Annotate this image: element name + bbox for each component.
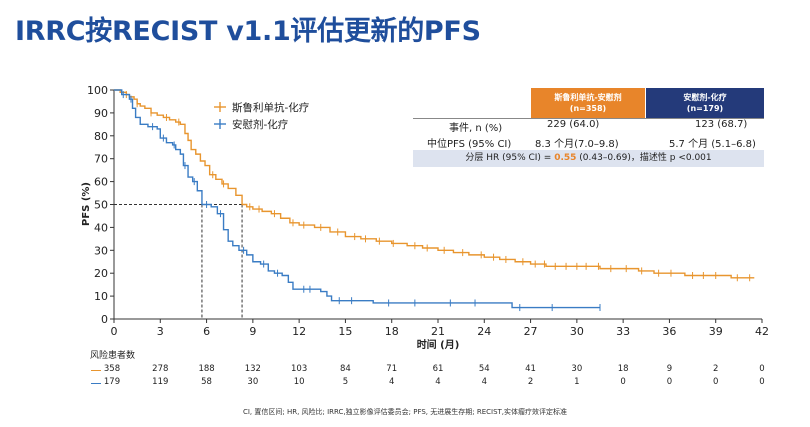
x-tick-label: 42: [755, 325, 769, 338]
hr-suffix: (0.43–0.69)，描述性 p <0.001: [576, 153, 712, 163]
risk-count: 0: [759, 364, 765, 374]
risk-count: 9: [666, 364, 673, 374]
x-tick-label: 27: [524, 325, 538, 338]
y-tick-label: 10: [94, 290, 108, 303]
risk-count: 84: [340, 364, 351, 374]
legend-label-series-1: 斯鲁利单抗-化疗: [232, 101, 310, 114]
y-tick-label: 40: [94, 221, 108, 234]
risk-count: 132: [244, 364, 261, 374]
y-tick-label: 70: [94, 153, 108, 166]
median-reference-lines: [114, 204, 243, 319]
risk-count: 58: [201, 377, 212, 387]
table-divider: [413, 118, 764, 119]
y-axis-label: PFS (%): [81, 182, 92, 226]
risk-count: 2: [527, 377, 534, 387]
risk-count: 0: [712, 377, 719, 387]
series-line-2: [114, 89, 600, 309]
col-header-placebo: 安慰剂-化疗 (n=179): [646, 88, 764, 118]
y-tick-label: 80: [94, 130, 108, 143]
hr-value: 0.55: [554, 153, 577, 163]
risk-count: 0: [666, 377, 673, 387]
y-tick-label: 60: [94, 176, 108, 189]
y-tick-label: 100: [87, 84, 108, 97]
row1-col2: 123 (68.7): [695, 119, 748, 130]
risk-count: 0: [759, 377, 765, 387]
legend-label-series-2: 安慰剂-化疗: [232, 118, 289, 131]
risk-count: 30: [571, 364, 583, 374]
x-tick-label: 3: [157, 325, 164, 338]
y-tick-label: 90: [94, 107, 108, 120]
risk-count: 2: [712, 364, 719, 374]
x-tick-label: 39: [709, 325, 723, 338]
row1-col1: 229 (64.0): [547, 119, 600, 130]
x-tick-label: 36: [662, 325, 676, 338]
x-tick-label: 6: [203, 325, 210, 338]
risk-count: 10: [293, 377, 305, 387]
risk-count: 0: [620, 377, 626, 387]
y-tick-label: 50: [94, 199, 108, 212]
risk-count: 358: [103, 364, 121, 374]
risk-count: 4: [388, 377, 395, 387]
risk-row-marker: [91, 370, 101, 371]
footnote: CI, 置信区间; HR, 风险比; IRRC,独立影像评估委员会; PFS, …: [242, 408, 568, 416]
x-tick-label: 30: [570, 325, 584, 338]
x-tick-label: 33: [616, 325, 630, 338]
x-tick-label: 21: [431, 325, 445, 338]
risk-count: 103: [291, 364, 308, 374]
x-tick-label: 12: [292, 325, 306, 338]
risk-count: 179: [103, 377, 121, 387]
risk-count: 4: [435, 377, 441, 387]
col1-header-line2: (n=358): [569, 104, 607, 113]
risk-count: 1: [574, 377, 580, 387]
risk-count: 119: [152, 377, 169, 387]
risk-count: 18: [617, 364, 629, 374]
series-line-1: [114, 89, 755, 279]
risk-count: 61: [432, 364, 444, 374]
risk-count: 41: [525, 364, 536, 374]
row2-col2: 5.7 个月 (5.1–6.8): [669, 139, 756, 150]
y-tick-label: 0: [101, 313, 108, 326]
col2-header-line2: (n=179): [686, 104, 724, 113]
col1-header-line1: 斯鲁利单抗-安慰剂: [554, 93, 622, 102]
risk-count: 188: [198, 364, 215, 374]
x-tick-label: 24: [477, 325, 491, 338]
col2-header-line1: 安慰剂-化疗: [683, 93, 727, 102]
col-header-sintilimab: 斯鲁利单抗-安慰剂 (n=358): [531, 88, 645, 118]
risk-count: 54: [478, 364, 490, 374]
row1-label: 事件, n (%): [449, 123, 503, 134]
x-tick-label: 15: [338, 325, 352, 338]
hazard-ratio-bar: 分层 HR (95% CI) = 0.55 (0.43–0.69)，描述性 p …: [413, 150, 764, 167]
page-title: IRRC按RECIST v1.1评估更新的PFS: [15, 16, 481, 47]
y-tick-label: 20: [94, 267, 108, 280]
hr-prefix: 分层 HR (95% CI) =: [465, 153, 555, 163]
x-axis-label: 时间 (月): [417, 338, 460, 351]
risk-count: 5: [342, 377, 349, 387]
row2-col1: 8.3 个月(7.0–9.8): [535, 139, 619, 150]
x-tick-label: 9: [249, 325, 256, 338]
y-tick-label: 30: [94, 244, 108, 257]
risk-count: 71: [386, 364, 398, 374]
risk-count: 30: [247, 377, 259, 387]
risk-table-title: 风险患者数: [90, 351, 136, 361]
x-tick-label: 18: [385, 325, 399, 338]
km-curves: [114, 89, 755, 312]
chart-legend: 斯鲁利单抗-化疗 安慰剂-化疗: [214, 101, 310, 131]
risk-count: 278: [152, 364, 169, 374]
x-tick-label: 0: [111, 325, 118, 338]
risk-count: 4: [481, 377, 487, 387]
row2-label: 中位PFS (95% CI): [427, 139, 512, 150]
risk-row-marker: [91, 383, 101, 384]
